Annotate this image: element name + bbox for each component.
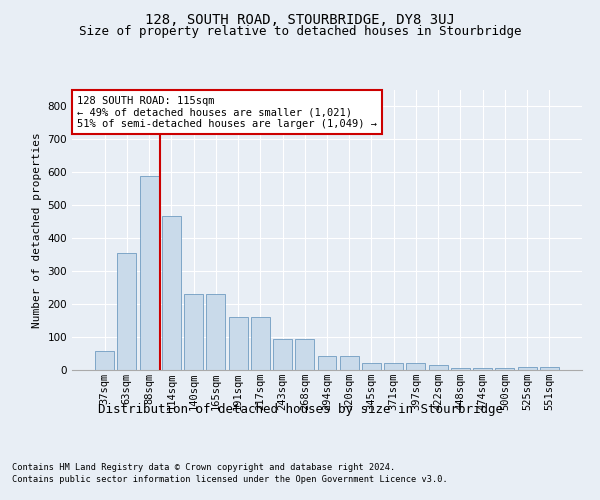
Text: 128, SOUTH ROAD, STOURBRIDGE, DY8 3UJ: 128, SOUTH ROAD, STOURBRIDGE, DY8 3UJ — [145, 12, 455, 26]
Bar — [206, 294, 225, 370]
Bar — [162, 216, 181, 370]
Bar — [317, 356, 337, 370]
Text: Contains HM Land Registry data © Crown copyright and database right 2024.: Contains HM Land Registry data © Crown c… — [12, 462, 395, 471]
Bar — [295, 340, 314, 370]
Bar — [540, 368, 559, 370]
Bar — [451, 368, 470, 370]
Y-axis label: Number of detached properties: Number of detached properties — [32, 132, 42, 328]
Bar — [118, 253, 136, 370]
Bar — [184, 294, 203, 370]
Bar — [473, 368, 492, 370]
Bar — [140, 176, 158, 370]
Bar — [384, 364, 403, 370]
Bar — [273, 340, 292, 370]
Bar — [95, 351, 114, 370]
Bar — [229, 316, 248, 370]
Bar — [518, 368, 536, 370]
Text: Contains public sector information licensed under the Open Government Licence v3: Contains public sector information licen… — [12, 475, 448, 484]
Text: Size of property relative to detached houses in Stourbridge: Size of property relative to detached ho… — [79, 25, 521, 38]
Bar — [340, 356, 359, 370]
Bar — [362, 364, 381, 370]
Bar — [251, 316, 270, 370]
Bar — [406, 364, 425, 370]
Text: Distribution of detached houses by size in Stourbridge: Distribution of detached houses by size … — [97, 402, 503, 415]
Bar — [496, 368, 514, 370]
Text: 128 SOUTH ROAD: 115sqm
← 49% of detached houses are smaller (1,021)
51% of semi-: 128 SOUTH ROAD: 115sqm ← 49% of detached… — [77, 96, 377, 129]
Bar — [429, 366, 448, 370]
